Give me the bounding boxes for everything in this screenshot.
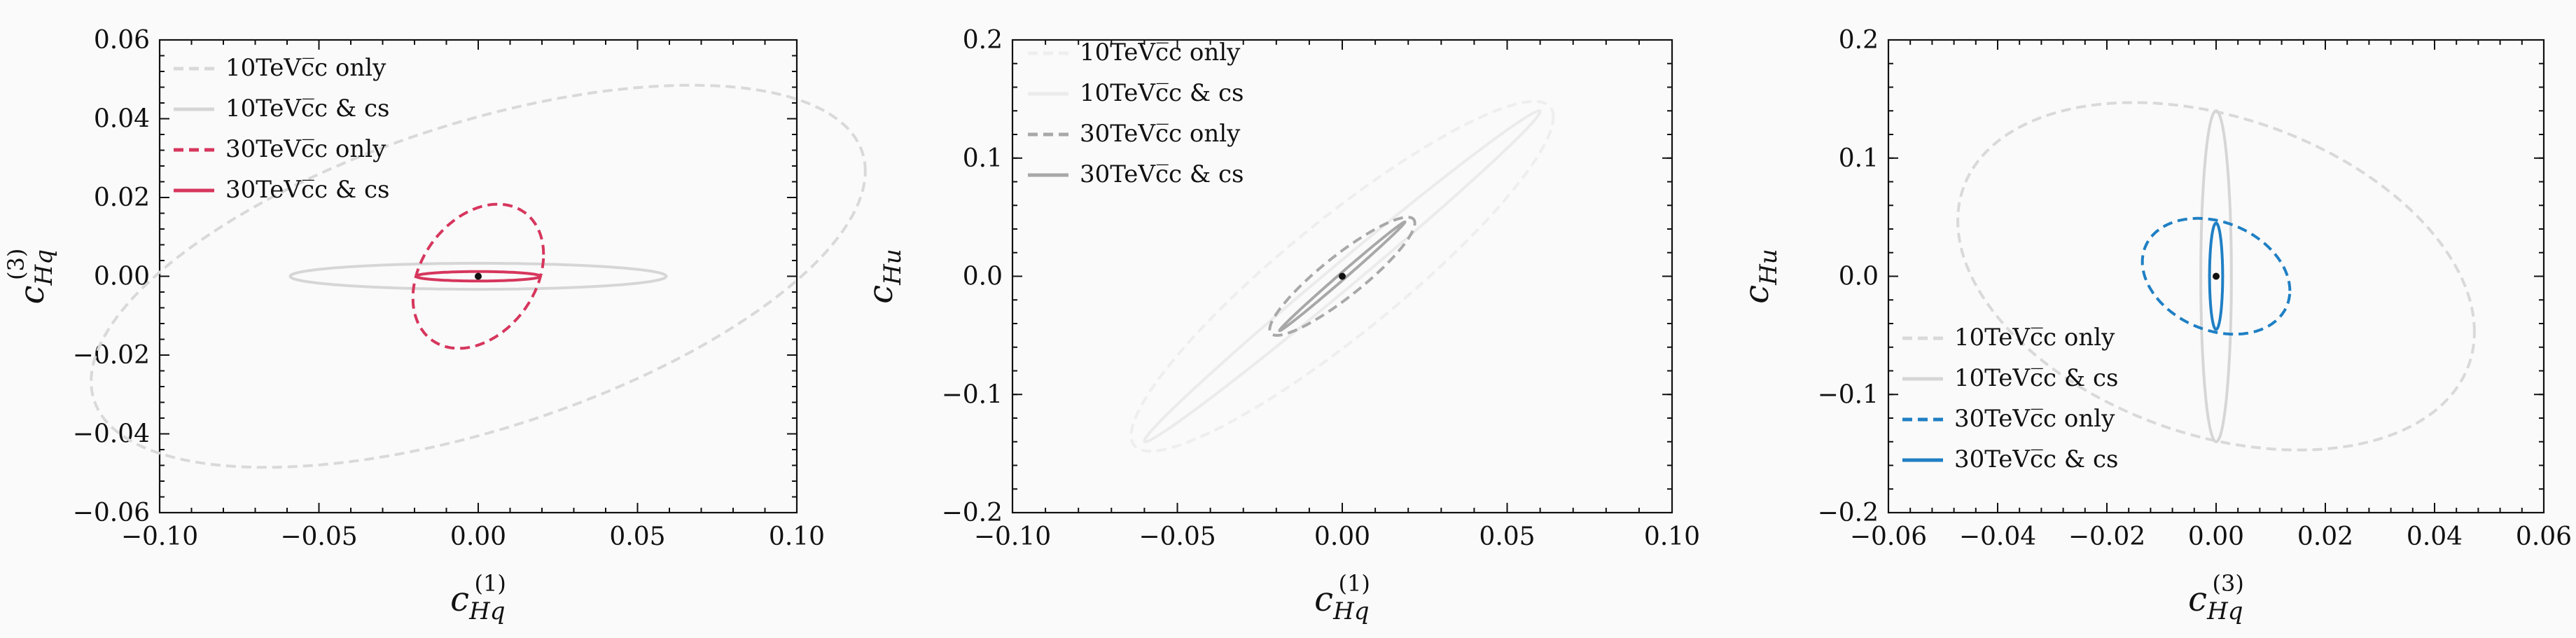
x-axis-label: cHq(3) [2188, 570, 2244, 625]
contour-series-3 [2140, 216, 2292, 336]
legend-label: 10TeVc̅c only [1954, 324, 2115, 352]
best-fit-point [2213, 272, 2220, 280]
chart-panel-2: −0.10 −0.05 0.00 0.05 0.10 −0.2 −0.1 0.0 0.1 0.2 c… [861, 26, 1700, 625]
contour-series-2 [288, 261, 668, 291]
y-tick-label: 0.2 [1839, 26, 1879, 55]
legend-label: 30TeVc̅c & cs [1954, 445, 2118, 473]
y-axis-label: cHu [1737, 249, 1783, 303]
x-axis-label: cHq(1) [1314, 570, 1370, 625]
legend-label: 10TeVc̅c & cs [225, 95, 389, 123]
x-tick-label: −0.05 [280, 522, 357, 551]
contour-series-3 [1268, 216, 1416, 337]
legend-label: 10TeVc̅c & cs [1954, 364, 2118, 392]
contour-series-4 [2208, 221, 2225, 331]
x-tick-label: −0.10 [974, 522, 1051, 551]
x-tick-label: 0.05 [1479, 522, 1535, 551]
x-tick-label: 0.10 [1644, 522, 1700, 551]
y-axis-label: cHu [861, 249, 907, 303]
x-axis-label: cHq(1) [450, 570, 506, 625]
legend-label: 10TeVc̅c only [225, 54, 387, 82]
legend-label: 10TeVc̅c only [1080, 39, 1241, 67]
x-tick-label: 0.00 [2188, 522, 2244, 551]
chart-panel-3: −0.06 −0.04 −0.02 0.00 0.02 0.04 0.06 −0.2 −0.1 0… [1737, 26, 2572, 625]
x-tick-label: −0.04 [1959, 522, 2036, 551]
x-tick-label: 0.04 [2407, 522, 2463, 551]
y-tick-label: −0.02 [73, 341, 150, 370]
contour-series-2 [2199, 109, 2233, 443]
y-tick-label: 0.02 [94, 183, 150, 212]
legend-label: 30TeVc̅c & cs [1080, 160, 1244, 188]
y-tick-label: 0.2 [963, 26, 1003, 55]
y-tick-label: −0.1 [942, 380, 1003, 409]
x-tick-label: 0.06 [2516, 522, 2572, 551]
legend: 10TeVc̅c only 10TeVc̅c & cs 30TeVc̅c only 3… [1902, 324, 2118, 473]
contour-series-2 [1143, 109, 1542, 443]
legend-label: 30TeVc̅c only [1080, 120, 1241, 148]
best-fit-point [475, 272, 482, 280]
y-tick-label: −0.06 [73, 499, 150, 527]
y-tick-label: 0.1 [1839, 144, 1879, 173]
legend: 10TeVc̅c only 10TeVc̅c & cs 30TeVc̅c only 3… [174, 54, 389, 204]
legend-label: 30TeVc̅c & cs [225, 176, 389, 204]
x-tick-label: 0.10 [769, 522, 825, 551]
y-tick-label: −0.2 [1818, 499, 1879, 527]
x-tick-label: −0.05 [1139, 522, 1216, 551]
legend-label: 30TeVc̅c only [1954, 405, 2115, 433]
y-tick-label: −0.2 [942, 499, 1003, 527]
contour-series-4 [1278, 220, 1407, 333]
y-axis-label: cHq(3) [3, 249, 58, 305]
contour-series-1 [90, 83, 867, 469]
y-tick-label: 0.04 [94, 105, 150, 134]
legend-label: 30TeVc̅c only [225, 135, 387, 163]
x-tick-label: −0.10 [121, 522, 198, 551]
y-tick-label: 0.06 [94, 26, 150, 55]
best-fit-point [1339, 272, 1346, 280]
x-tick-label: 0.00 [1314, 522, 1370, 551]
y-tick-label: −0.1 [1818, 380, 1879, 409]
y-tick-label: 0.0 [1839, 263, 1879, 291]
legend: 10TeVc̅c only 10TeVc̅c & cs 30TeVc̅c only 3… [1028, 39, 1244, 188]
x-tick-label: 0.00 [450, 522, 506, 551]
chart-panel-1: −0.10 −0.05 0.00 0.05 0.10−0.06−0.04−0.020.0… [3, 26, 867, 625]
legend-label: 10TeVc̅c & cs [1080, 79, 1244, 107]
x-tick-label: 0.05 [609, 522, 665, 551]
contour-series-4 [415, 270, 542, 283]
contour-series-1 [1956, 101, 2476, 452]
y-tick-label: 0.0 [963, 263, 1003, 291]
x-tick-label: 0.02 [2297, 522, 2353, 551]
x-tick-label: −0.06 [1850, 522, 1927, 551]
y-tick-label: 0.00 [94, 263, 150, 291]
y-tick-label: 0.1 [963, 144, 1003, 173]
contour-series-3 [411, 202, 545, 350]
x-tick-label: −0.02 [2068, 522, 2145, 551]
